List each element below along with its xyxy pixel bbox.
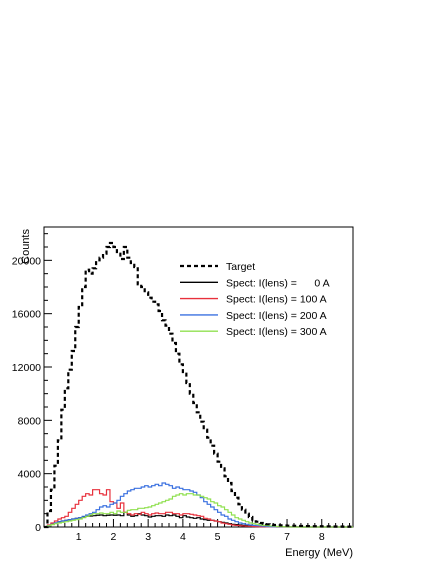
y-tick-label: 16000: [12, 309, 41, 321]
legend-label-0: Target: [226, 261, 255, 273]
series-4-histogram: [44, 493, 353, 528]
y-tick-label: 4000: [18, 469, 42, 481]
legend-label-1: Spect: I(lens) = 0 A: [226, 277, 330, 289]
y-tick-label: 8000: [18, 415, 42, 427]
series-3-histogram: [44, 482, 353, 528]
y-tick-label: 20000: [12, 255, 41, 267]
y-axis-label: Counts: [20, 229, 32, 264]
legend-label-3: Spect: I(lens) = 200 A: [226, 310, 327, 322]
legend-label-4: Spect: I(lens) = 300 A: [226, 326, 327, 338]
plot-frame: [43, 226, 354, 528]
x-axis-label: Energy (MeV): [285, 547, 353, 559]
x-tick-label: 7: [284, 531, 290, 543]
x-tick-label: 1: [76, 531, 82, 543]
legend-label-2: Spect: I(lens) = 100 A: [226, 294, 327, 306]
x-axis: 1 2 3 4 5 6 7 8: [50, 519, 351, 543]
x-tick-label: 3: [145, 531, 151, 543]
x-tick-label: 6: [249, 531, 255, 543]
x-tick-label: 5: [215, 531, 221, 543]
y-axis: 0 4000 8000 12000 16000 20000: [12, 233, 52, 534]
series-layer: [44, 241, 353, 529]
y-tick-label: 0: [35, 522, 41, 534]
legend: Target Spect: I(lens) = 0 A Spect: I(lens)…: [180, 261, 330, 338]
x-tick-label: 4: [180, 531, 186, 543]
x-tick-label: 8: [319, 531, 325, 543]
y-tick-label: 12000: [12, 362, 41, 374]
x-tick-label: 2: [111, 531, 117, 543]
